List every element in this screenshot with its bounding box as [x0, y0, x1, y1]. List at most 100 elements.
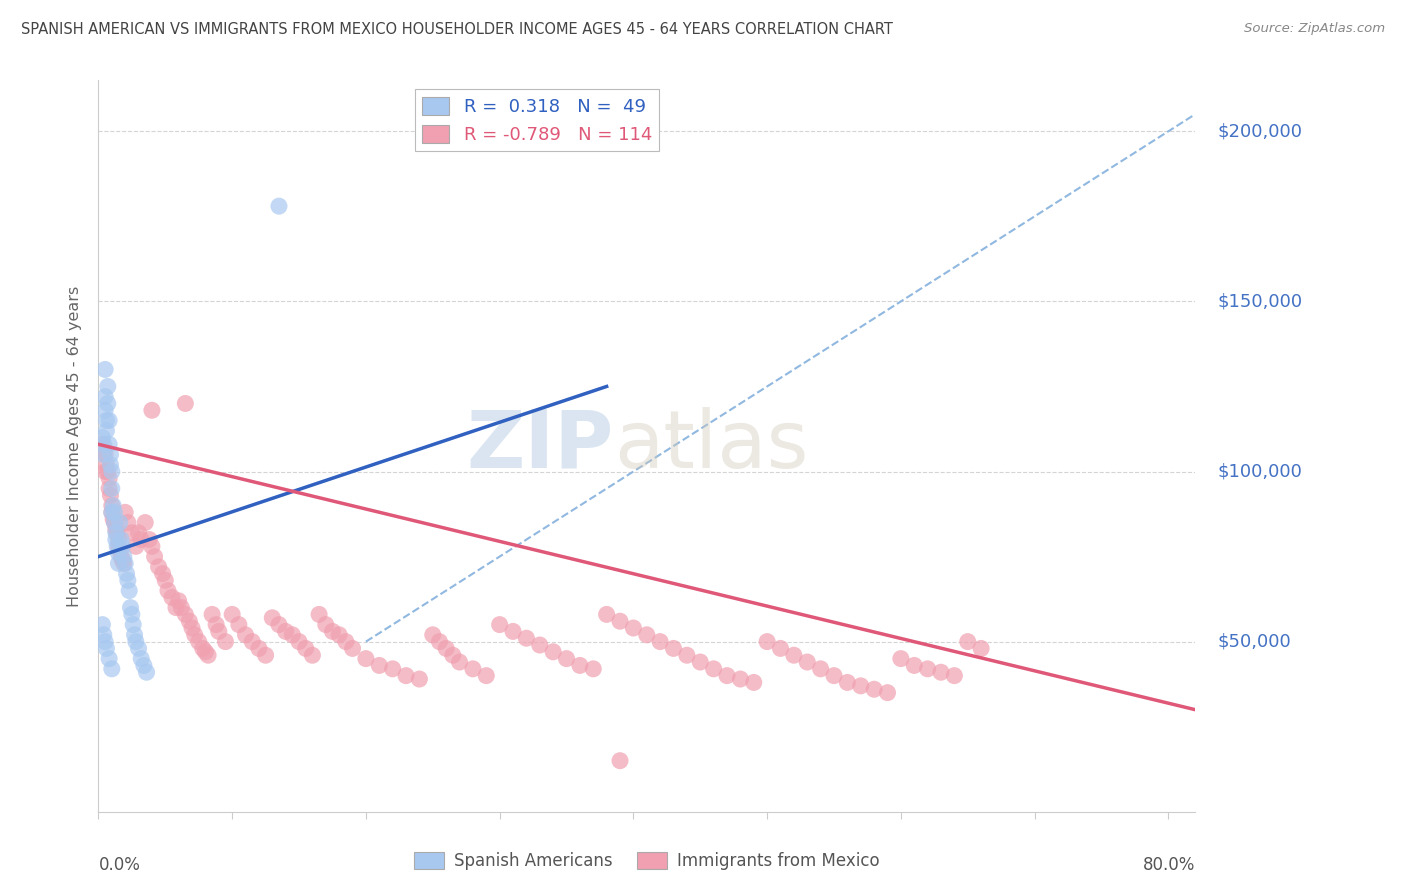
Point [381, 662, 404, 676]
Point [148, 559, 170, 574]
Point [97, 396, 120, 410]
Legend: Spanish Americans, Immigrants from Mexico: Spanish Americans, Immigrants from Mexic… [406, 845, 887, 877]
Point [515, 631, 537, 645]
Point [101, 482, 124, 496]
Point [101, 465, 124, 479]
Point [555, 651, 578, 665]
Point [676, 648, 699, 663]
Point [155, 574, 177, 588]
Point [93, 448, 115, 462]
Point [321, 624, 343, 639]
Point [98, 413, 121, 427]
Point [408, 672, 430, 686]
Point [335, 634, 357, 648]
Point [134, 516, 156, 530]
Point [301, 648, 323, 663]
Text: SPANISH AMERICAN VS IMMIGRANTS FROM MEXICO HOUSEHOLDER INCOME AGES 45 - 64 YEARS: SPANISH AMERICAN VS IMMIGRANTS FROM MEXI… [21, 22, 893, 37]
Point [475, 668, 498, 682]
Point [609, 754, 631, 768]
Point [621, 621, 644, 635]
Point [441, 648, 464, 663]
Text: atlas: atlas [614, 407, 808, 485]
Point [125, 540, 148, 554]
Point [783, 648, 806, 663]
Point [197, 648, 219, 663]
Point [103, 516, 125, 530]
Point [94, 634, 117, 648]
Point [529, 638, 551, 652]
Point [94, 362, 117, 376]
Point [101, 662, 124, 676]
Point [117, 574, 139, 588]
Point [91, 617, 114, 632]
Point [91, 430, 114, 444]
Point [101, 499, 124, 513]
Point [98, 471, 121, 485]
Point [769, 641, 792, 656]
Point [167, 594, 190, 608]
Point [124, 628, 146, 642]
Point [281, 628, 304, 642]
Point [100, 458, 122, 472]
Point [91, 437, 114, 451]
Point [294, 641, 316, 656]
Point [595, 607, 617, 622]
Point [837, 675, 859, 690]
Text: $50,000: $50,000 [1218, 632, 1291, 650]
Point [742, 675, 765, 690]
Point [96, 424, 118, 438]
Point [609, 614, 631, 628]
Point [187, 634, 209, 648]
Point [235, 628, 257, 642]
Point [240, 634, 263, 648]
Point [108, 542, 131, 557]
Point [138, 533, 160, 547]
Point [96, 458, 118, 472]
Point [308, 607, 330, 622]
Point [97, 379, 120, 393]
Point [107, 533, 129, 547]
Point [132, 658, 155, 673]
Point [96, 413, 118, 427]
Point [288, 634, 311, 648]
Point [118, 583, 141, 598]
Point [108, 516, 131, 530]
Point [221, 607, 243, 622]
Point [101, 505, 124, 519]
Point [917, 662, 939, 676]
Text: Source: ZipAtlas.com: Source: ZipAtlas.com [1244, 22, 1385, 36]
Point [890, 651, 912, 665]
Point [114, 505, 136, 519]
Text: $100,000: $100,000 [1218, 463, 1302, 481]
Point [114, 557, 136, 571]
Point [876, 686, 898, 700]
Point [152, 566, 174, 581]
Point [98, 437, 121, 451]
Point [956, 634, 979, 648]
Point [100, 448, 122, 462]
Point [262, 611, 284, 625]
Point [141, 540, 163, 554]
Point [143, 549, 166, 564]
Point [128, 641, 150, 656]
Point [228, 617, 250, 632]
Point [94, 465, 117, 479]
Point [650, 634, 672, 648]
Point [342, 641, 364, 656]
Point [201, 607, 224, 622]
Point [110, 549, 132, 564]
Point [422, 628, 444, 642]
Point [434, 641, 457, 656]
Point [254, 648, 277, 663]
Point [156, 583, 179, 598]
Point [94, 390, 117, 404]
Point [970, 641, 993, 656]
Point [128, 525, 150, 540]
Point [96, 641, 118, 656]
Point [111, 553, 134, 567]
Y-axis label: Householder Income Ages 45 - 64 years: Householder Income Ages 45 - 64 years [67, 285, 83, 607]
Point [129, 533, 152, 547]
Point [328, 628, 350, 642]
Point [368, 658, 391, 673]
Point [214, 634, 236, 648]
